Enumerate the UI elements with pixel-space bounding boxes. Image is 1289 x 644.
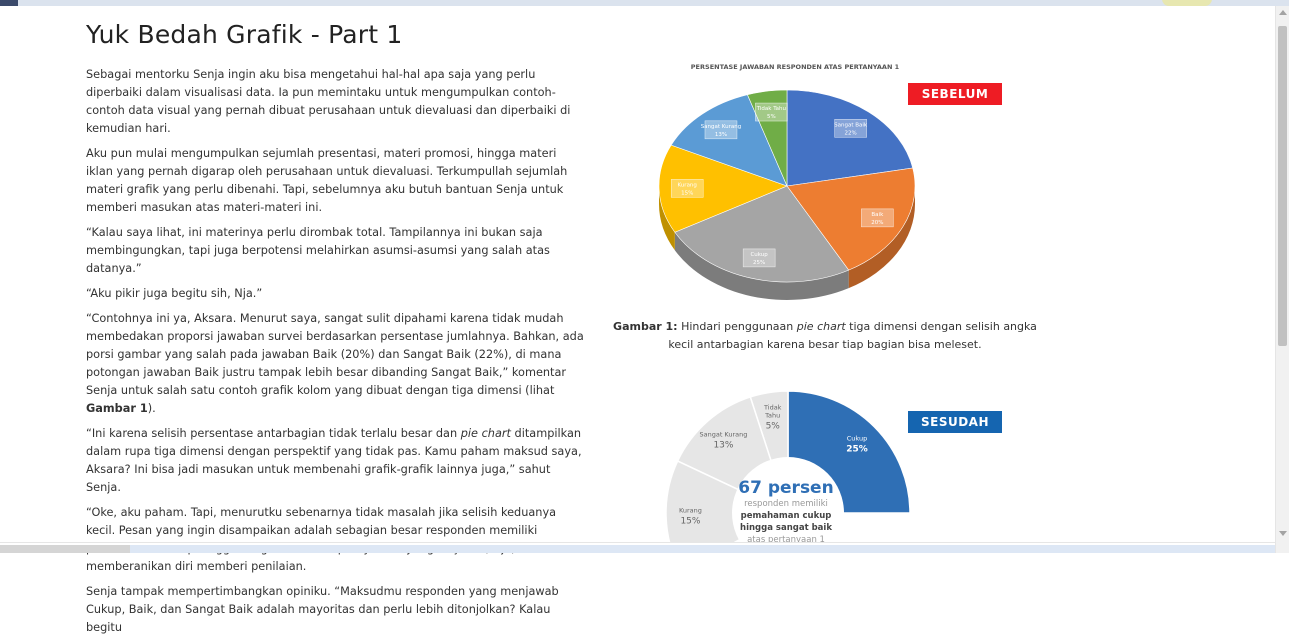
scroll-up-icon[interactable] xyxy=(1279,10,1287,15)
slice-sangat-baik xyxy=(786,89,914,187)
slice-value-tidak-tahu: 5% xyxy=(767,114,776,120)
page-title: Yuk Bedah Grafik - Part 1 xyxy=(86,20,403,49)
browser-top-strip xyxy=(0,0,1289,6)
slice-baik xyxy=(786,167,916,271)
donut-category-sangat-kurang: Sangat Kurang xyxy=(699,430,747,438)
slice-label-sangat-baik: Sangat Baik 22% xyxy=(834,119,868,138)
paragraph-1: Sebagai mentorku Senja ingin aku bisa me… xyxy=(86,68,571,135)
donut-center-line3: hingga sangat baik xyxy=(740,523,832,533)
vertical-scrollbar[interactable] xyxy=(1275,6,1289,553)
scroll-down-icon[interactable] xyxy=(1279,531,1287,536)
paragraph-5: “Contohnya ini ya, Aksara. Menurut saya,… xyxy=(86,310,586,418)
slice-value-kurang: 15% xyxy=(681,190,693,196)
slice-category-sangat-kurang: Sangat Kurang xyxy=(701,124,742,130)
slice-value-sangat-kurang: 13% xyxy=(715,132,727,138)
donut-value-tidak-tahu: 5% xyxy=(766,422,781,432)
slice-label-tidak-tahu: Tidak Tahu 5% xyxy=(755,102,788,122)
donut-center-line4: atas pertanyaan 1 xyxy=(747,535,825,545)
chart1-title: PERSENTASE JAWABAN RESPONDEN ATAS PERTAN… xyxy=(691,63,900,71)
slice-category-tidak-tahu: Tidak Tahu xyxy=(756,106,786,112)
slice-category-sangat-baik: Sangat Baik xyxy=(834,122,868,128)
slice-depth-cukup xyxy=(674,232,849,300)
figure1-caption: Gambar 1: Hindari penggunaan pie chart t… xyxy=(605,318,1045,354)
scrollbar-thumb[interactable] xyxy=(1278,26,1287,346)
after-badge: SESUDAH xyxy=(908,411,1002,433)
slice-value-cukup: 25% xyxy=(753,260,765,266)
horizontal-scrollbar[interactable] xyxy=(0,542,1275,553)
pie-chart-term: pie chart xyxy=(460,427,511,440)
donut-value-cukup: 25% xyxy=(846,444,868,454)
paragraph-6-text: “Ini karena selisih persentase antarbagi… xyxy=(86,427,461,440)
article-body: Sebagai mentorku Senja ingin aku bisa me… xyxy=(86,66,586,644)
donut-value-sangat-kurang: 13% xyxy=(713,440,733,450)
horizontal-scroll-track xyxy=(130,545,1275,553)
paragraph-2: Aku pun mulai mengumpulkan sejumlah pres… xyxy=(86,147,568,214)
slice-sangat-kurang xyxy=(670,94,788,187)
paragraph-5-text: “Contohnya ini ya, Aksara. Menurut saya,… xyxy=(86,312,584,397)
figure-ref: Gambar 1 xyxy=(86,402,148,415)
slice-category-cukup: Cukup xyxy=(750,252,768,258)
paragraph-3: “Kalau saya lihat, ini materinya perlu d… xyxy=(86,226,550,275)
caption-label: Gambar 1: xyxy=(613,320,678,333)
before-badge: SEBELUM xyxy=(908,83,1002,105)
donut-category-tidak-tahu-0: Tidak xyxy=(763,404,782,412)
paragraph-6: “Ini karena selisih persentase antarbagi… xyxy=(86,425,586,497)
slice-cukup xyxy=(674,185,850,283)
slice-tidak-tahu xyxy=(747,89,788,187)
horizontal-scroll-thumb[interactable] xyxy=(0,545,130,553)
paragraph-8: Senja tampak mempertimbangkan opiniku. “… xyxy=(86,585,559,634)
caption-text-1: Hindari penggunaan xyxy=(677,320,797,333)
slice-label-sangat-kurang: Sangat Kurang 13% xyxy=(701,120,742,140)
donut-center-line2: pemahaman cukup xyxy=(741,511,832,521)
slice-depth-kurang xyxy=(659,186,675,251)
paragraph-7: “Oke, aku paham. Tapi, menurutku sebenar… xyxy=(86,506,557,573)
donut-value-kurang: 15% xyxy=(680,517,700,527)
top-strip-pill[interactable] xyxy=(1162,0,1212,6)
slice-label-cukup: Cukup 25% xyxy=(742,248,776,268)
donut-category-cukup: Cukup xyxy=(847,434,867,442)
paragraph-5-end: ). xyxy=(147,402,156,415)
slice-value-baik: 20% xyxy=(871,220,883,226)
caption-text-2: tiga dimensi dengan selisih angka kecil … xyxy=(668,320,1037,351)
top-strip-accent xyxy=(0,0,18,6)
donut-center-big: 67 persen xyxy=(738,478,833,498)
paragraph-6-end: ditampilkan dalam rupa tiga dimensi deng… xyxy=(86,427,582,494)
donut-category-tidak-tahu-1: Tahu xyxy=(764,412,780,420)
slice-label-kurang: Kurang 15% xyxy=(670,179,704,198)
slice-depth-baik xyxy=(848,186,915,289)
donut-category-kurang: Kurang xyxy=(679,507,702,515)
slice-kurang xyxy=(658,144,788,233)
pie-chart-3d: PERSENTASE JAWABAN RESPONDEN ATAS PERTAN… xyxy=(658,63,916,300)
donut-center-line1: responden memiliki xyxy=(744,499,828,509)
slice-category-kurang: Kurang xyxy=(677,182,696,188)
caption-em: pie chart xyxy=(796,320,846,333)
slice-label-baik: Baik 20% xyxy=(861,208,894,228)
slice-category-baik: Baik xyxy=(871,212,884,218)
slice-value-sangat-baik: 22% xyxy=(845,130,857,136)
paragraph-4: “Aku pikir juga begitu sih, Nja.” xyxy=(86,287,263,300)
donut-hole xyxy=(732,457,844,545)
